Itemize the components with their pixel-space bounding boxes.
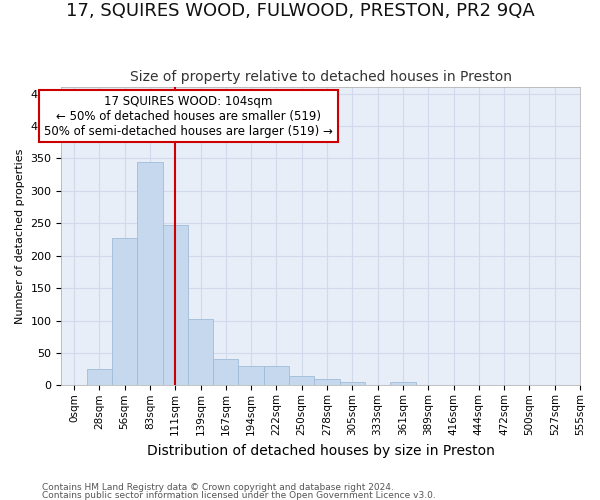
Bar (112, 238, 137, 386)
Bar (87, 369, 112, 386)
Y-axis label: Number of detached properties: Number of detached properties (15, 148, 25, 324)
Bar (289, 376, 314, 386)
Text: 17 SQUIRES WOOD: 104sqm
← 50% of detached houses are smaller (519)
50% of semi-d: 17 SQUIRES WOOD: 104sqm ← 50% of detache… (44, 94, 333, 138)
Title: Size of property relative to detached houses in Preston: Size of property relative to detached ho… (130, 70, 512, 85)
X-axis label: Distribution of detached houses by size in Preston: Distribution of detached houses by size … (147, 444, 494, 458)
Text: 17, SQUIRES WOOD, FULWOOD, PRESTON, PR2 9QA: 17, SQUIRES WOOD, FULWOOD, PRESTON, PR2 … (65, 2, 535, 21)
Bar (238, 366, 264, 386)
Text: Contains HM Land Registry data © Crown copyright and database right 2024.: Contains HM Land Registry data © Crown c… (42, 484, 394, 492)
Text: Contains public sector information licensed under the Open Government Licence v3: Contains public sector information licen… (42, 490, 436, 500)
Bar (137, 162, 163, 386)
Bar (163, 224, 188, 386)
Bar (340, 382, 365, 386)
Bar (264, 366, 289, 386)
Bar (390, 382, 416, 386)
Bar (188, 318, 213, 386)
Bar (314, 379, 340, 386)
Bar (213, 360, 238, 386)
